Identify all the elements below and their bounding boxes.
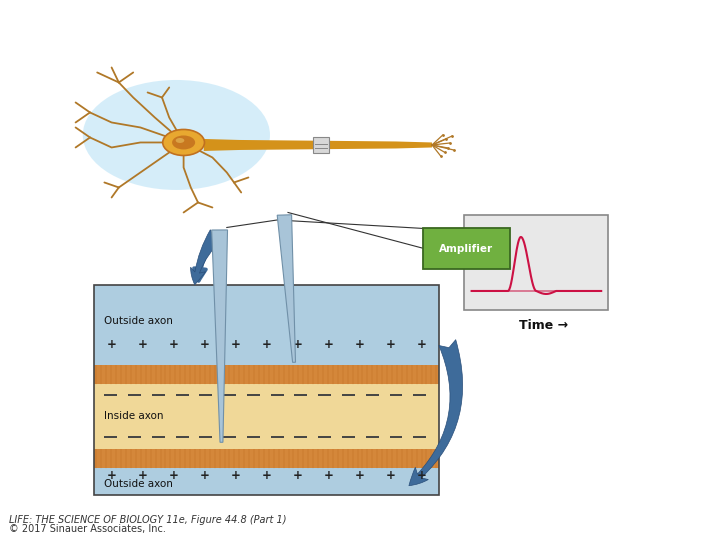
Polygon shape (204, 139, 432, 151)
FancyBboxPatch shape (423, 228, 510, 269)
Text: +: + (385, 339, 395, 352)
Bar (94, 285, 439, 365)
Bar (313, 137, 329, 153)
Text: +: + (107, 469, 117, 482)
Bar (94, 384, 439, 449)
Text: +: + (292, 339, 302, 352)
Ellipse shape (163, 130, 204, 156)
Text: +: + (323, 339, 333, 352)
Text: +: + (107, 339, 117, 352)
Text: +: + (292, 469, 302, 482)
Text: +: + (199, 339, 210, 352)
Text: +: + (168, 339, 179, 352)
Text: +: + (261, 339, 271, 352)
Text: Time →: Time → (519, 320, 568, 333)
Text: LIFE: THE SCIENCE OF BIOLOGY 11e, Figure 44.8 (Part 1): LIFE: THE SCIENCE OF BIOLOGY 11e, Figure… (9, 515, 287, 525)
Text: +: + (385, 469, 395, 482)
Text: +: + (230, 469, 240, 482)
Text: +: + (138, 469, 148, 482)
Text: Figure 44.8  The Course of an Action Potential (Part 1): Figure 44.8 The Course of an Action Pote… (7, 13, 454, 31)
Ellipse shape (176, 138, 184, 143)
Polygon shape (212, 230, 228, 442)
Bar (94, 468, 439, 495)
Text: +: + (354, 339, 364, 352)
Bar (94, 365, 439, 384)
Ellipse shape (172, 136, 195, 150)
Bar (94, 285, 439, 495)
Bar (464, 215, 608, 310)
Text: +: + (138, 339, 148, 352)
Text: © 2017 Sinauer Associates, Inc.: © 2017 Sinauer Associates, Inc. (9, 524, 166, 534)
Ellipse shape (83, 80, 270, 190)
Text: +: + (416, 339, 426, 352)
Text: +: + (323, 469, 333, 482)
Polygon shape (277, 215, 295, 362)
Bar (94, 449, 439, 468)
Text: Inside axon: Inside axon (104, 411, 164, 421)
Text: +: + (230, 339, 240, 352)
Text: Outside axon: Outside axon (104, 316, 174, 326)
Text: +: + (354, 469, 364, 482)
Text: +: + (168, 469, 179, 482)
Text: +: + (261, 469, 271, 482)
Text: Amplifier: Amplifier (439, 244, 493, 254)
Text: +: + (416, 469, 426, 482)
Text: Outside axon: Outside axon (104, 479, 174, 489)
Text: +: + (199, 469, 210, 482)
